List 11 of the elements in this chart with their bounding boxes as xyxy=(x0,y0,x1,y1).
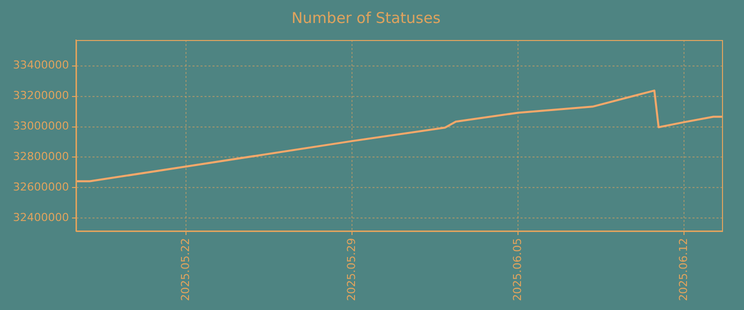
chart-title: Number of Statuses xyxy=(291,8,441,27)
x-tick-label: 2025.05.29 xyxy=(344,238,358,302)
y-tick-label: 33200000 xyxy=(12,89,69,102)
y-tick-label: 32400000 xyxy=(12,210,69,224)
y-tick-label: 33000000 xyxy=(12,120,69,133)
x-tick-label: 2025.05.22 xyxy=(179,238,192,302)
y-tick-label: 33400000 xyxy=(12,58,69,72)
y-tick-label: 32800000 xyxy=(12,150,69,164)
x-tick-label: 2025.06.12 xyxy=(676,238,690,302)
y-tick-label: 32600000 xyxy=(12,180,69,194)
x-tick-label: 2025.06.05 xyxy=(510,238,524,302)
